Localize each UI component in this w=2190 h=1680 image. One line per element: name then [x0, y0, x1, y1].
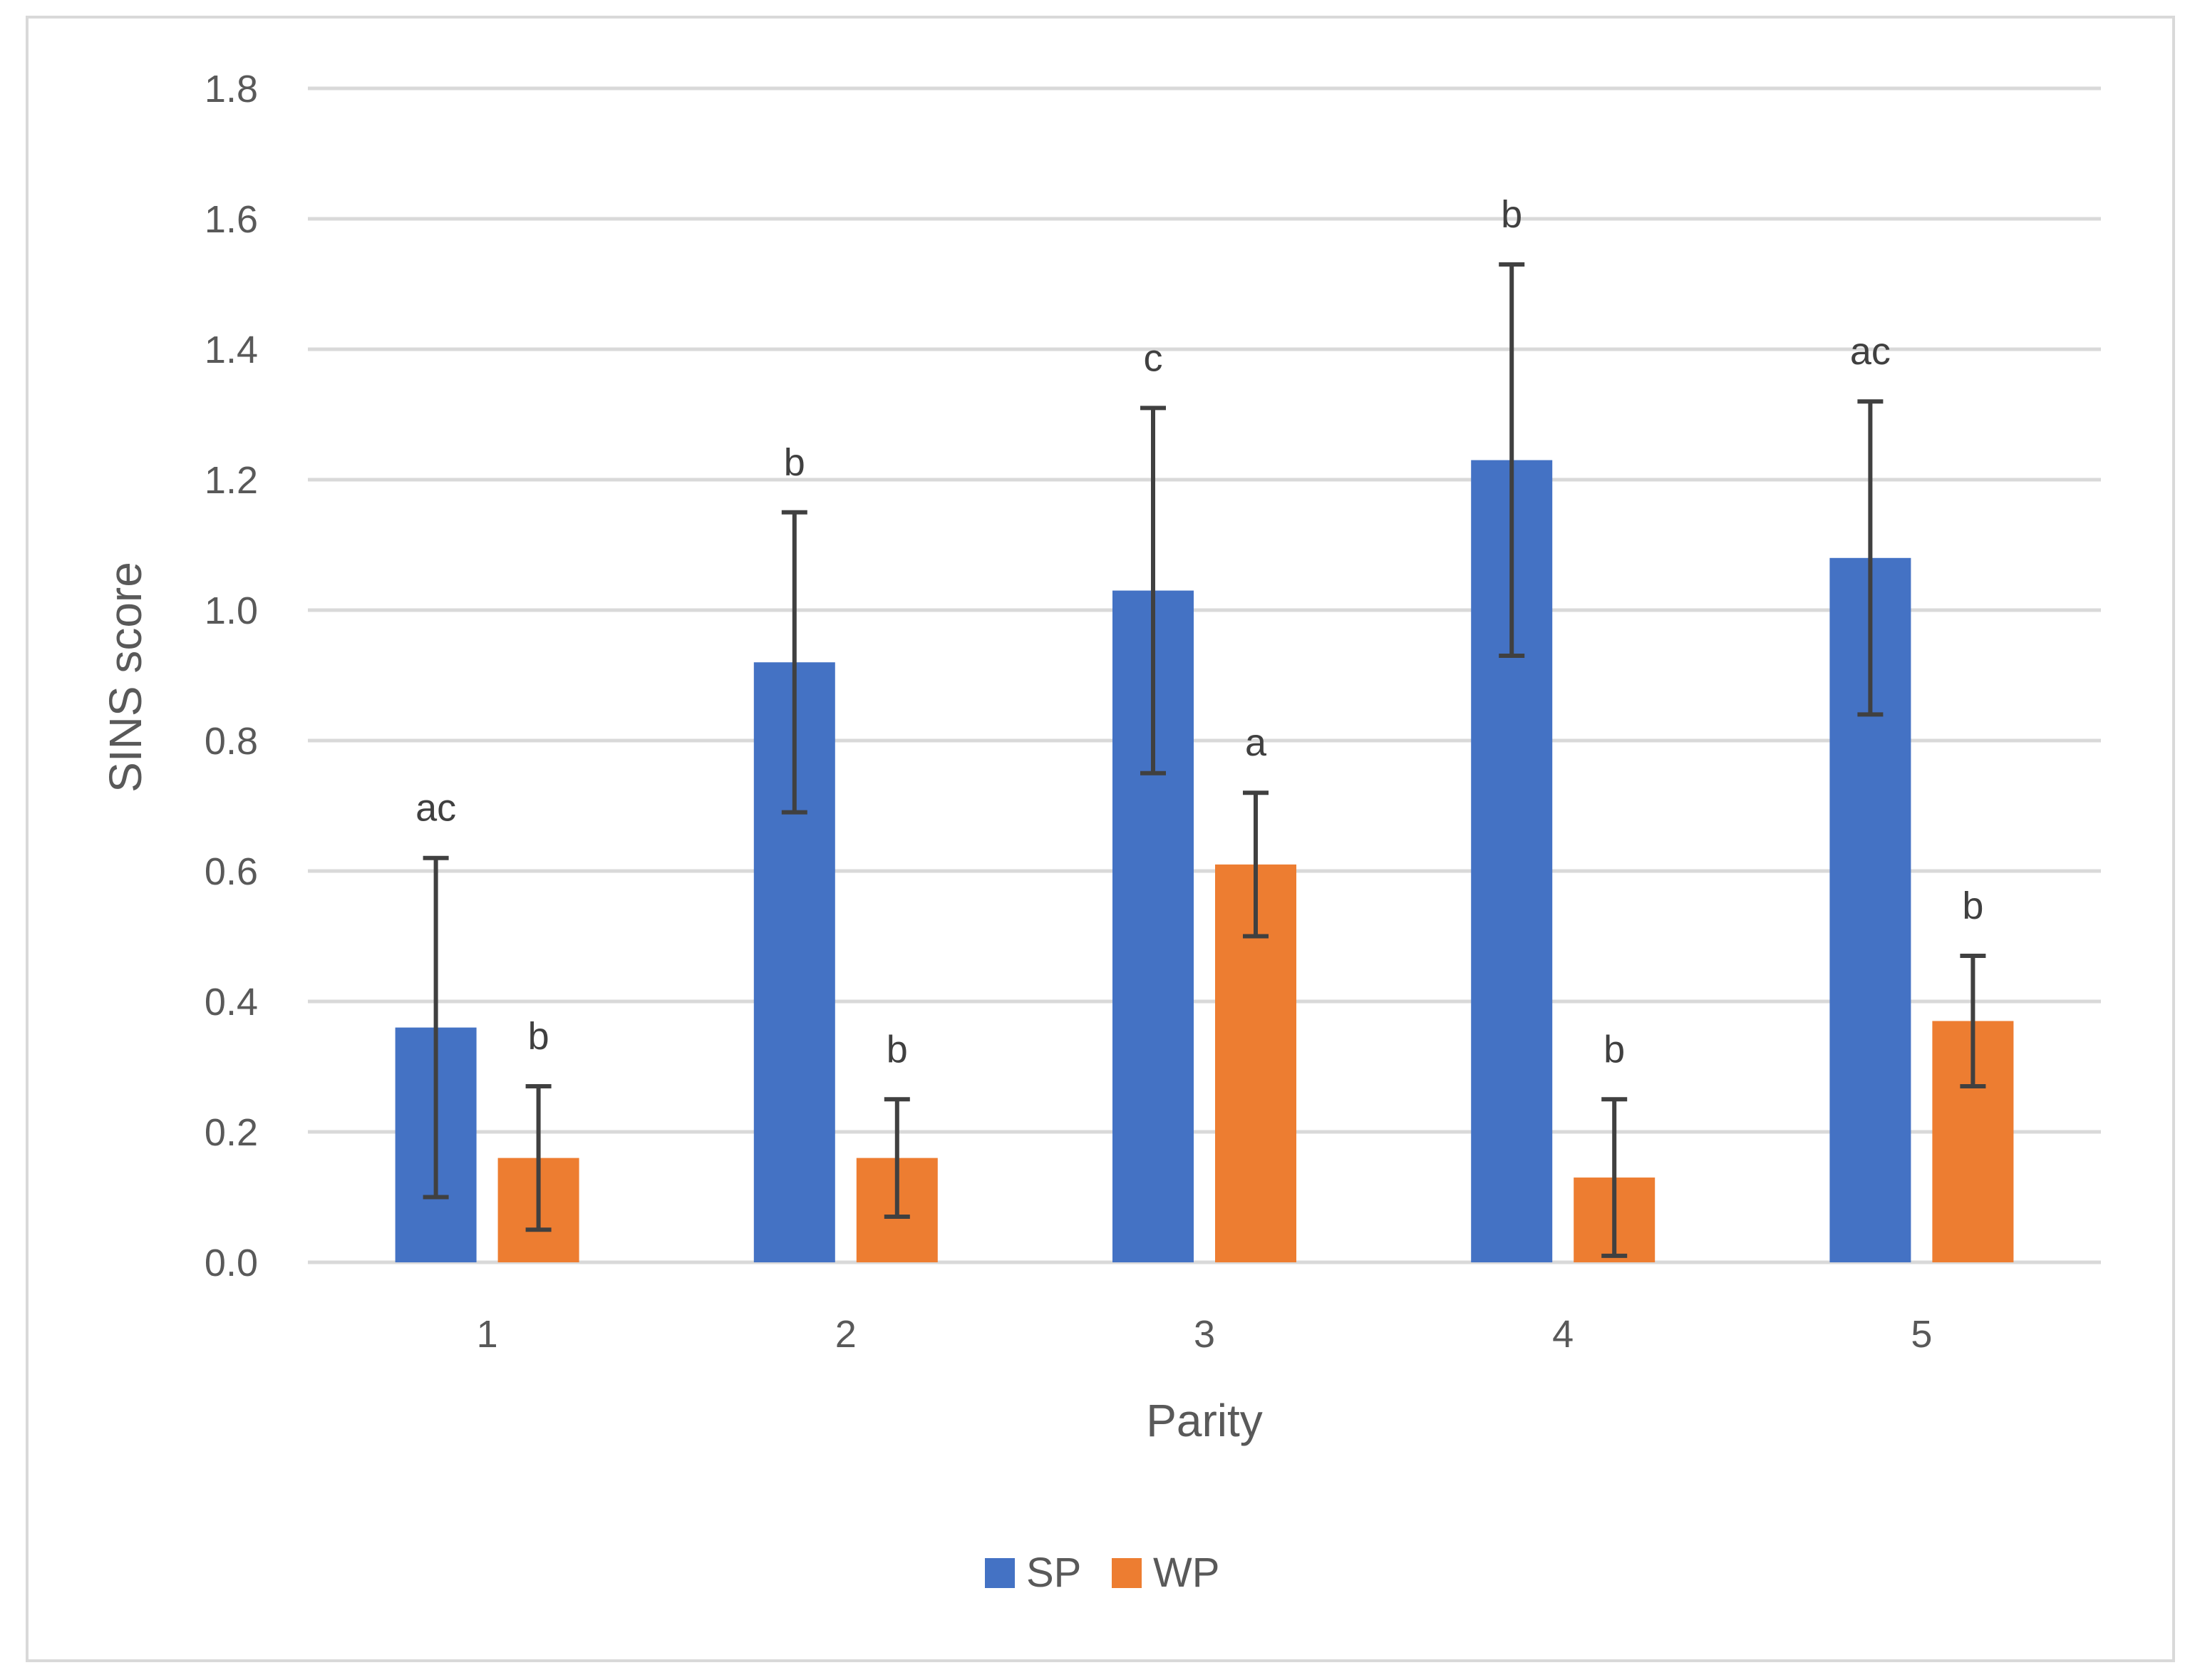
x-axis-ticks: 1 2 3 4 5 [477, 1313, 1933, 1356]
significance-letter: a [1245, 721, 1267, 764]
chart-frame [26, 16, 2175, 1662]
significance-letters: ac b c b ac b b a b b [415, 193, 1983, 1071]
y-tick-label: 1.6 [205, 198, 258, 241]
y-axis-ticks: 0.0 0.2 0.4 0.6 0.8 1.0 1.2 1.4 1.6 1.8 [205, 68, 258, 1284]
y-tick-label: 0.0 [205, 1242, 258, 1284]
x-axis-title: Parity [1146, 1395, 1263, 1446]
x-tick-label: 1 [477, 1313, 498, 1356]
significance-letter: b [528, 1015, 549, 1058]
y-tick-label: 1.4 [205, 329, 258, 371]
y-tick-label: 1.0 [205, 589, 258, 632]
legend-swatch-sp [985, 1558, 1015, 1588]
significance-letter: b [1501, 193, 1522, 236]
y-tick-label: 0.6 [205, 850, 258, 893]
x-tick-label: 2 [835, 1313, 857, 1356]
significance-letter: c [1144, 336, 1163, 379]
y-tick-label: 0.4 [205, 981, 258, 1024]
y-tick-label: 1.8 [205, 68, 258, 110]
y-tick-label: 0.8 [205, 720, 258, 763]
legend-label-wp: WP [1153, 1550, 1219, 1596]
x-tick-label: 4 [1552, 1313, 1574, 1356]
significance-letter: b [887, 1028, 908, 1071]
x-tick-label: 5 [1911, 1313, 1932, 1356]
bars [395, 460, 2014, 1262]
significance-letter: b [784, 441, 805, 484]
error-bars [423, 262, 1986, 1258]
significance-letter: ac [415, 787, 456, 830]
y-tick-label: 1.2 [205, 459, 258, 502]
significance-letter: b [1603, 1028, 1625, 1071]
y-tick-label: 0.2 [205, 1111, 258, 1154]
significance-letter: ac [1850, 330, 1891, 373]
y-axis-title: SINS score [100, 562, 151, 793]
legend: SP WP [985, 1550, 1219, 1596]
gridlines [308, 86, 2101, 1264]
legend-label-sp: SP [1026, 1550, 1081, 1596]
x-tick-label: 3 [1194, 1313, 1215, 1356]
significance-letter: b [1962, 885, 1983, 927]
legend-swatch-wp [1112, 1558, 1142, 1588]
